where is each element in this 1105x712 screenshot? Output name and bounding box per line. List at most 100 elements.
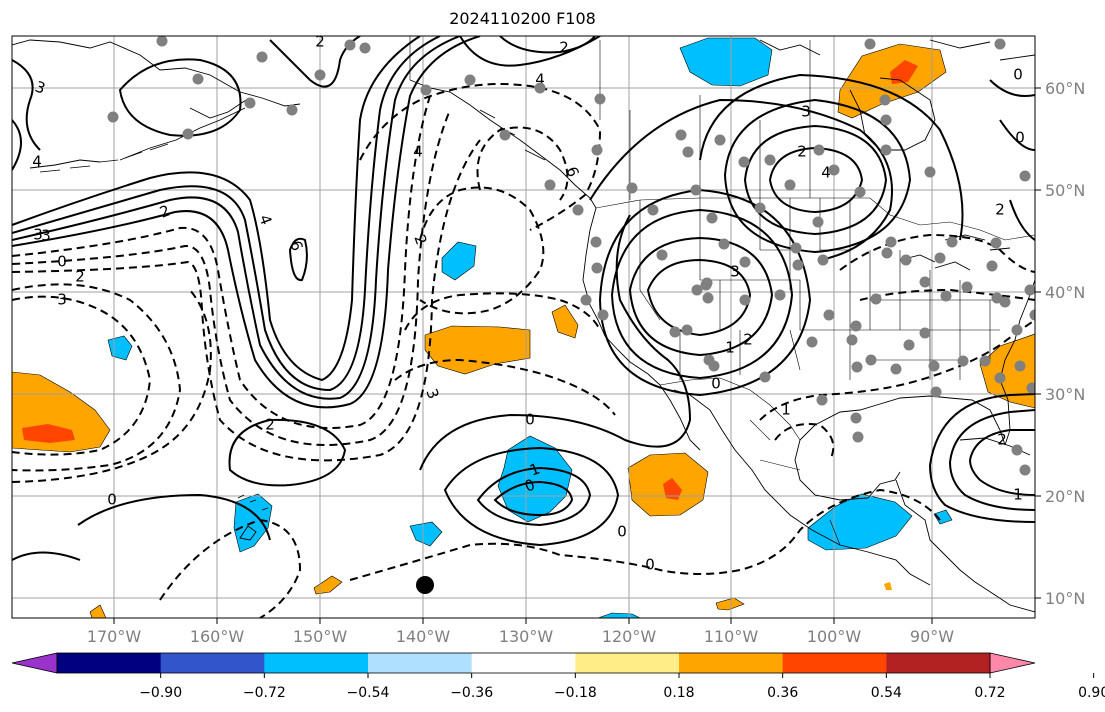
contour-label: 4	[535, 71, 545, 89]
lon-label: 130°W	[499, 627, 554, 646]
contour-label: 3	[33, 77, 48, 97]
colorbar-segment	[782, 653, 887, 673]
lon-label: 100°W	[807, 627, 862, 646]
svg-text:2: 2	[743, 331, 753, 349]
station-dot	[999, 296, 1011, 308]
shade-orange-central-pacific	[424, 325, 531, 375]
contour-west-high-7	[12, 139, 481, 462]
station-dot	[870, 293, 882, 305]
svg-text:2: 2	[265, 416, 275, 434]
station-dot	[626, 182, 638, 194]
station-dot	[192, 73, 204, 85]
contour-label: 1	[527, 459, 542, 479]
svg-text:3: 3	[801, 103, 811, 121]
station-dot	[703, 354, 715, 366]
station-dot	[591, 262, 603, 274]
contour-label: 0	[617, 523, 627, 541]
coast-hawaii	[237, 494, 269, 541]
contour-rockies-low-4	[598, 188, 812, 397]
svg-text:0: 0	[525, 411, 535, 429]
colorbar-extend-low	[11, 652, 58, 674]
station-dot	[1019, 464, 1031, 476]
contour-closed-subtropical-high-3	[493, 480, 574, 517]
shade-orange-small-1	[313, 575, 343, 595]
map-frame	[11, 35, 1036, 619]
coast-alaska	[12, 39, 301, 169]
svg-text:2: 2	[559, 39, 569, 57]
contour-label: 3	[41, 227, 51, 245]
svg-text:1: 1	[781, 401, 791, 419]
station-dot	[580, 294, 592, 306]
contour-west-top	[12, 59, 41, 171]
contour-north-arc-2	[499, 36, 596, 54]
lon-label: 90°W	[910, 627, 954, 646]
colorbar-tick-label: 0.36	[767, 685, 798, 701]
station-dot	[994, 38, 1006, 50]
station-dot	[499, 129, 511, 141]
shade-blue-pacific-north	[441, 241, 477, 281]
colorbar-segment	[368, 653, 473, 673]
station-dot	[691, 284, 703, 296]
contour-canada-high-1	[768, 146, 864, 214]
contour-label: 6	[286, 238, 306, 253]
contour-east-dashed-4	[774, 423, 835, 461]
contour-atlantic-low-3	[929, 393, 1035, 523]
station-dot	[256, 51, 268, 63]
station-dot	[1024, 284, 1035, 296]
svg-text:2: 2	[315, 33, 325, 51]
coast-yucatan	[895, 479, 1035, 613]
border-us-mexico	[659, 377, 801, 441]
colorbar-tick-label: −0.72	[243, 685, 286, 701]
station-dot	[979, 355, 991, 367]
longitude-labels: 170°W 160°W 150°W 140°W 130°W 120°W 110°W 100°W…	[87, 627, 954, 646]
station-dot	[903, 339, 915, 351]
svg-text:2: 2	[997, 431, 1007, 449]
station-dot	[852, 431, 864, 443]
black-marker-dot	[416, 576, 434, 594]
svg-text:0: 0	[107, 491, 117, 509]
colorbar-segment	[264, 653, 369, 673]
station-dot	[420, 84, 432, 96]
station-dot	[1026, 382, 1035, 394]
contour-label: 2	[559, 39, 569, 57]
contour-west-high-5	[12, 95, 431, 429]
station-dot-layer	[107, 36, 1035, 476]
contour-label: 2	[797, 143, 807, 161]
svg-text:2: 2	[75, 268, 85, 286]
station-dot	[244, 97, 256, 109]
station-dot	[854, 186, 866, 198]
station-dot	[934, 252, 946, 264]
station-dot	[656, 249, 668, 261]
lat-label: 20°N	[1045, 487, 1085, 506]
coast-us-west	[582, 207, 661, 386]
station-dot	[924, 166, 936, 178]
station-dot	[594, 93, 606, 105]
station-dot	[784, 179, 796, 191]
station-dot	[813, 144, 825, 156]
contour-pacific-dashed-3	[12, 289, 212, 483]
lon-label: 150°W	[293, 627, 348, 646]
coast-gulf	[794, 395, 1006, 501]
contour-label: 1	[781, 401, 791, 419]
contour-dashed-trough-4	[404, 292, 601, 331]
contour-label: 0	[1013, 66, 1023, 84]
colorbar-tick-label: −0.90	[139, 685, 182, 701]
svg-text:0: 0	[1013, 66, 1023, 84]
lat-label: 40°N	[1045, 283, 1085, 302]
svg-text:3: 3	[730, 263, 740, 281]
contour-east-dashed-3	[759, 319, 1035, 421]
shade-red-hudson	[890, 60, 918, 84]
contour-label: 4	[821, 164, 831, 182]
shade-orange-baja-north	[551, 304, 579, 339]
station-dot	[961, 281, 973, 293]
station-dot	[714, 134, 726, 146]
station-dot	[702, 292, 714, 304]
contour-label: 2	[997, 431, 1007, 449]
station-dot	[690, 184, 702, 196]
colorbar-tick-label: −0.36	[450, 685, 493, 701]
station-dot	[286, 104, 298, 116]
lat-label: 30°N	[1045, 385, 1085, 404]
colorbar-tick-label: 0.18	[663, 685, 694, 701]
station-dot	[1019, 170, 1031, 182]
svg-text:4: 4	[413, 143, 423, 161]
